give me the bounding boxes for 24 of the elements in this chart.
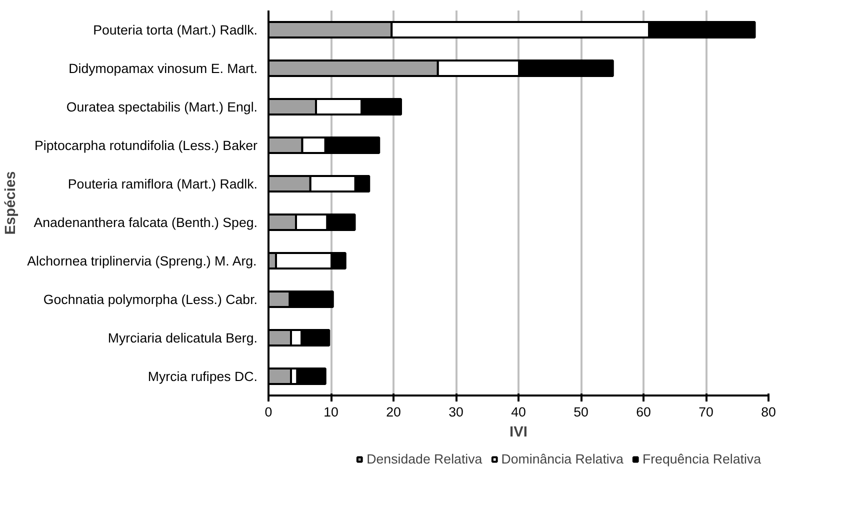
legend-label: Frequência Relativa: [642, 452, 761, 466]
x-tick-label: 40: [511, 404, 526, 420]
y-tick-label: Myrcia rufipes DC.: [148, 368, 258, 384]
x-tick-label: 80: [761, 404, 776, 420]
x-tick-label: 60: [636, 404, 651, 420]
y-tick-label: Gochnatia polymorpha (Less.) Cabr.: [43, 292, 258, 307]
y-tick-label: Alchornea triplinervia (Spreng.) M. Arg.: [27, 253, 257, 268]
legend-label: Densidade Relativa: [366, 452, 482, 466]
x-tick-label: 20: [386, 404, 401, 420]
y-tick-label: Didymopamax vinosum E. Mart.: [68, 60, 258, 76]
legend-label: Dominância Relativa: [501, 452, 624, 466]
y-tick-label: Piptocarpha rotundifolia (Less.) Baker: [34, 138, 258, 153]
y-tick-label: Pouteria torta (Mart.) Radlk.: [93, 22, 258, 38]
y-tick-label: Pouteria ramiflora (Mart.) Radlk.: [68, 176, 258, 192]
x-tick-label: 10: [324, 404, 338, 420]
x-axis-title: IVI: [510, 424, 528, 440]
x-tick-label: 0: [264, 404, 272, 420]
x-tick-label: 30: [448, 404, 464, 420]
y-tick-label: Myrciaria delicatula Berg.: [108, 330, 258, 346]
x-tick-label: 70: [698, 404, 714, 420]
x-tick-label: 50: [574, 404, 588, 420]
y-tick-label: Ouratea spectabilis (Mart.) Engl.: [66, 99, 258, 114]
y-axis-title: Espécies: [3, 171, 20, 235]
y-tick-label: Anadenanthera falcata (Benth.) Speg.: [34, 214, 258, 230]
